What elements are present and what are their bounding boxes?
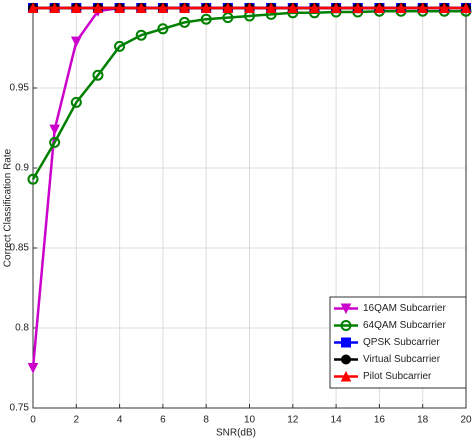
legend: 16QAM Subcarrier 64QAM Subcarrier QPSK Sub… <box>329 296 467 389</box>
y-tick-label: 0.8 <box>15 323 29 334</box>
marker <box>49 136 61 148</box>
marker <box>222 12 234 24</box>
marker <box>340 370 352 382</box>
marker <box>309 2 320 13</box>
marker <box>49 2 60 13</box>
x-tick-label: 6 <box>160 415 166 426</box>
marker <box>92 69 104 81</box>
x-tick-label: 8 <box>203 415 209 426</box>
marker <box>200 13 212 25</box>
y-axis-label: Correct Classification Rate <box>3 148 14 267</box>
marker <box>135 2 147 13</box>
x-tick-label: 0 <box>30 415 36 426</box>
x-tick-label: 12 <box>287 415 299 426</box>
y-tick-label: 0.85 <box>10 243 30 254</box>
marker <box>341 337 351 348</box>
marker <box>179 16 191 28</box>
marker <box>92 2 104 13</box>
marker <box>27 363 39 374</box>
x-tick-label: 10 <box>244 415 256 426</box>
marker <box>417 2 429 13</box>
series-line <box>31 9 466 180</box>
marker <box>330 2 342 13</box>
marker <box>341 354 351 365</box>
legend-label: QPSK Subcarrier <box>363 337 440 348</box>
marker <box>114 40 126 52</box>
x-tick-label: 14 <box>331 415 343 426</box>
marker <box>70 36 82 48</box>
marker <box>340 303 352 315</box>
marker <box>27 2 39 13</box>
x-tick-label: 16 <box>374 415 386 426</box>
marker <box>287 2 299 13</box>
marker <box>114 2 125 13</box>
marker <box>222 2 234 13</box>
x-tick-label: 2 <box>74 415 80 426</box>
marker <box>70 2 82 13</box>
marker <box>265 2 277 13</box>
marker <box>244 2 255 13</box>
marker <box>352 2 364 13</box>
marker <box>135 29 147 41</box>
marker <box>157 23 169 35</box>
y-tick-label: 0.75 <box>10 403 30 414</box>
legend-label: 64QAM Subcarrier <box>363 320 446 331</box>
legend-label: Pilot Subcarrier <box>363 371 432 382</box>
marker <box>70 96 82 108</box>
x-tick-label: 4 <box>117 415 123 426</box>
y-tick-label: 0.9 <box>15 163 29 174</box>
series <box>27 2 472 13</box>
legend-label: 16QAM Subcarrier <box>363 303 446 314</box>
x-axis-label: SNR(dB) <box>216 428 256 439</box>
marker <box>395 2 407 13</box>
marker <box>179 2 190 13</box>
x-tick-label: 20 <box>460 415 472 426</box>
y-tick-label: 0.95 <box>10 83 30 94</box>
marker <box>157 2 169 13</box>
marker <box>460 2 472 13</box>
marker <box>27 173 39 185</box>
legend-label: Virtual Subcarrier <box>363 354 441 365</box>
marker <box>340 320 352 331</box>
marker <box>200 2 212 13</box>
x-tick-label: 18 <box>417 415 429 426</box>
marker <box>49 124 60 136</box>
marker <box>374 2 385 13</box>
marker <box>439 2 450 13</box>
